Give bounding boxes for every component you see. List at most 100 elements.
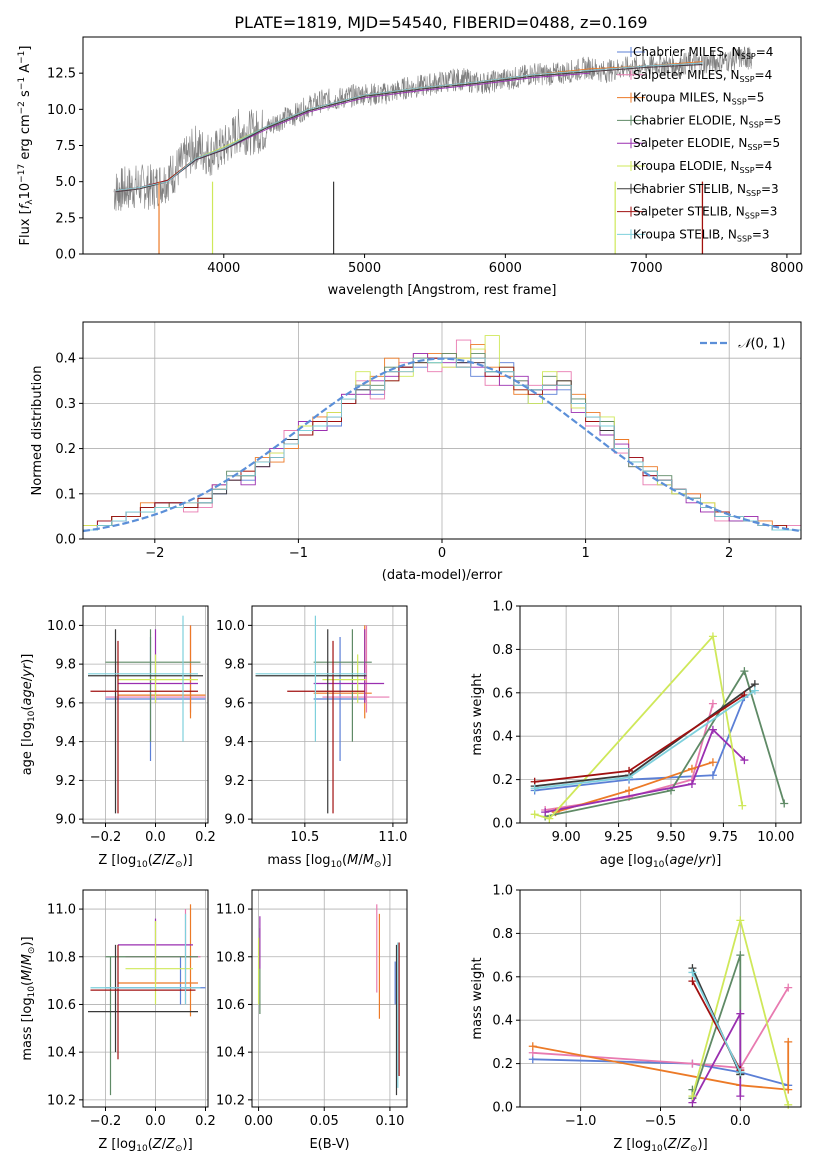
weight-line-1 xyxy=(532,987,789,1069)
y-tick-label: 9.6 xyxy=(224,696,245,711)
y-axis-label: Flux [fλ10−17 erg cm−2 s−1 A−1] xyxy=(17,46,35,246)
weight-marker xyxy=(625,773,634,782)
spectrum-model-2 xyxy=(115,61,703,191)
weight-line-2 xyxy=(555,761,714,813)
weight-marker xyxy=(530,784,539,793)
weight-marker xyxy=(740,756,749,765)
x-tick-label: 5000 xyxy=(348,261,381,276)
weight-line-6 xyxy=(534,683,756,787)
weight-marker xyxy=(528,1042,537,1051)
weight-marker xyxy=(541,808,550,817)
x-tick-label: 9.50 xyxy=(657,830,686,845)
spectrum-panel: 4000 5000 6000 7000 8000 0.0 2.5 5.0 7.5 10.0 12.5… xyxy=(17,36,803,298)
x-tick-label: −2 xyxy=(145,546,164,561)
y-tick-label: 0.3 xyxy=(55,397,76,412)
y-tick-label: 0.4 xyxy=(492,1014,513,1029)
y-tick-label: 9.8 xyxy=(224,658,245,673)
weight-marker xyxy=(736,916,745,925)
age_vs_Z-panel: −0.2 0.0 0.2 9.0 9.2 9.4 9.6 9.8 10.0 Z [log10(Z/… xyxy=(20,605,216,870)
y-axis-label: age [log10(age/yr)] xyxy=(20,654,37,776)
legend-label: Kroupa MILES, NSSP=5 xyxy=(633,91,764,107)
y-tick-label: 0.4 xyxy=(492,730,513,745)
x-tick-label: 7000 xyxy=(630,261,663,276)
mass_vs_Z-panel: −0.2 0.0 0.2 10.2 10.4 10.6 10.8 11.0 Z [log10(Z… xyxy=(20,889,216,1154)
spectrum-model-6 xyxy=(115,64,703,193)
legend-label: Chabrier STELIB, NSSP=3 xyxy=(633,182,779,198)
spectrum-plot-area xyxy=(113,46,752,254)
weight-marker xyxy=(784,1085,793,1094)
spectrum-model-3 xyxy=(167,71,590,181)
spectrum-model-1 xyxy=(115,64,703,193)
y-tick-label: 0.8 xyxy=(492,643,513,658)
y-tick-label: 10.8 xyxy=(216,950,245,965)
x-tick-label: 0.00 xyxy=(244,1114,273,1129)
weight-marker xyxy=(708,632,717,641)
y-axis-label: Normed distribution xyxy=(30,366,45,496)
weight-marker xyxy=(708,699,717,708)
weight-marker xyxy=(740,667,749,676)
x-axis-label: age [log10(age/yr)] xyxy=(600,853,722,870)
spectrum-model-0 xyxy=(115,62,703,191)
x-tick-label: 0.10 xyxy=(375,1114,404,1129)
y-tick-label: 10.2 xyxy=(47,1093,76,1108)
x-tick-label: 10.5 xyxy=(290,830,319,845)
weight-marker xyxy=(708,725,717,734)
x-tick-label: 9.00 xyxy=(552,830,581,845)
y-tick-label: 12.5 xyxy=(47,67,76,82)
y-tick-label: 10.0 xyxy=(47,619,76,634)
weight-marker xyxy=(625,786,634,795)
axes-frame xyxy=(251,605,408,824)
weight-marker xyxy=(688,1092,697,1101)
y-axis-label: mass [log10(M/M⊙)] xyxy=(20,936,37,1060)
weight-line-8 xyxy=(691,972,742,1073)
weight-marker xyxy=(750,686,759,695)
y-axis-label: mass weight xyxy=(470,957,485,1039)
weight-line-5 xyxy=(534,634,744,820)
y-tick-label: 5.0 xyxy=(55,175,76,190)
weight-line-3 xyxy=(545,668,786,818)
x-tick-label: −0.5 xyxy=(645,1114,677,1129)
weight-marker xyxy=(708,771,717,780)
y-tick-label: 9.2 xyxy=(224,774,245,789)
y-tick-label: 10.6 xyxy=(216,998,245,1013)
normal-curve xyxy=(83,357,801,533)
weight-marker xyxy=(780,799,789,808)
weight-marker xyxy=(688,977,697,986)
x-axis-label: Z [log10(Z/Z⊙)] xyxy=(613,1137,707,1154)
axes-frame xyxy=(82,605,209,824)
weight-marker xyxy=(736,1009,745,1018)
weight-line-0 xyxy=(534,696,746,792)
axes-frame xyxy=(519,605,802,824)
legend-label: Kroupa ELODIE, NSSP=4 xyxy=(633,159,772,175)
x-tick-label: 0.0 xyxy=(145,830,166,845)
y-tick-label: 10.4 xyxy=(47,1046,76,1061)
y-tick-label: 9.0 xyxy=(224,813,245,828)
y-tick-label: 0.8 xyxy=(492,927,513,942)
x-axis-label: mass [log10(M/M⊙)] xyxy=(267,853,391,870)
x-tick-label: 0.05 xyxy=(310,1114,339,1129)
spectrum-model-4 xyxy=(167,72,590,183)
x-tick-label: 1 xyxy=(581,546,589,561)
x-axis-label: (data-model)/error xyxy=(382,568,503,583)
x-tick-label: 8000 xyxy=(770,261,803,276)
y-tick-label: 1.0 xyxy=(492,884,513,899)
y-tick-label: 9.4 xyxy=(224,735,245,750)
x-tick-label: 0.0 xyxy=(730,1114,751,1129)
spectrum-data-line xyxy=(113,46,752,211)
y-tick-label: 0.0 xyxy=(492,1101,513,1116)
x-axis-label: Z [log10(Z/Z⊙)] xyxy=(98,1137,192,1154)
x-tick-label: −0.2 xyxy=(90,830,122,845)
x-tick-label: 0.2 xyxy=(195,1114,216,1129)
y-tick-label: 11.0 xyxy=(47,903,76,918)
legend-label: Chabrier MILES, NSSP=4 xyxy=(633,45,773,61)
legend-label: Kroupa STELIB, NSSP=3 xyxy=(633,227,770,243)
y-tick-label: 0.6 xyxy=(492,686,513,701)
residuals-plot-area xyxy=(83,335,801,539)
y-tick-label: 0.2 xyxy=(492,1057,513,1072)
figure-title: PLATE=1819, MJD=54540, FIBERID=0488, z=0… xyxy=(234,13,647,32)
y-tick-label: 10.2 xyxy=(216,1093,245,1108)
weight-marker xyxy=(530,810,539,819)
legend-label: Salpeter STELIB, NSSP=3 xyxy=(633,205,777,221)
y-tick-label: 0.0 xyxy=(492,817,513,832)
weight-marker xyxy=(736,1068,745,1077)
